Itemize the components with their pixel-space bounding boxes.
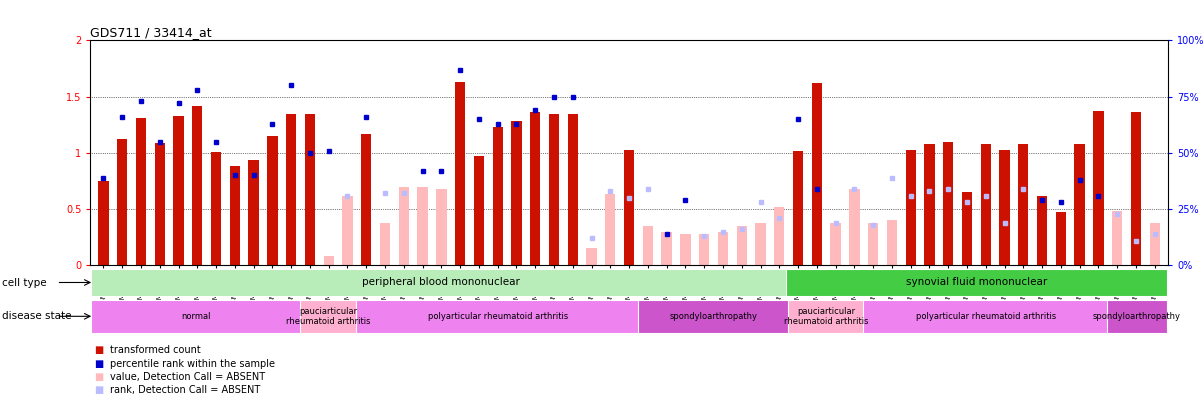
Bar: [586, 248, 597, 265]
Bar: [117, 139, 128, 265]
Bar: [305, 113, 315, 265]
Bar: [356, 300, 639, 333]
Bar: [267, 136, 278, 265]
Bar: [863, 300, 1109, 333]
Text: cell type: cell type: [2, 278, 47, 288]
Bar: [755, 223, 766, 265]
Bar: [1019, 144, 1028, 265]
Bar: [418, 187, 427, 265]
Bar: [92, 300, 301, 333]
Bar: [1106, 300, 1167, 333]
Bar: [1150, 223, 1159, 265]
Bar: [787, 300, 864, 333]
Bar: [793, 151, 803, 265]
Text: disease state: disease state: [2, 311, 72, 321]
Bar: [718, 232, 728, 265]
Text: pauciarticular
rheumatoid arthritis: pauciarticular rheumatoid arthritis: [784, 307, 868, 326]
Bar: [1093, 111, 1104, 265]
Bar: [774, 207, 785, 265]
Bar: [530, 113, 541, 265]
Bar: [999, 149, 1010, 265]
Text: ■: ■: [94, 345, 104, 355]
Bar: [661, 232, 672, 265]
Bar: [361, 134, 371, 265]
Bar: [905, 149, 916, 265]
Bar: [943, 142, 954, 265]
Bar: [230, 166, 240, 265]
Bar: [436, 189, 447, 265]
Bar: [399, 187, 409, 265]
Text: polyarticular rheumatoid arthritis: polyarticular rheumatoid arthritis: [916, 312, 1056, 321]
Text: ■: ■: [94, 386, 104, 395]
Bar: [1112, 211, 1122, 265]
Text: spondyloarthropathy: spondyloarthropathy: [1093, 312, 1181, 321]
Bar: [868, 223, 878, 265]
Bar: [136, 118, 146, 265]
Bar: [849, 189, 860, 265]
Bar: [512, 122, 521, 265]
Bar: [962, 192, 972, 265]
Text: ■: ■: [94, 359, 104, 369]
Bar: [173, 116, 184, 265]
Bar: [300, 300, 358, 333]
Bar: [154, 143, 165, 265]
Bar: [700, 234, 709, 265]
Text: polyarticular rheumatoid arthritis: polyarticular rheumatoid arthritis: [427, 312, 568, 321]
Text: GDS711 / 33414_at: GDS711 / 33414_at: [90, 26, 212, 39]
Bar: [324, 256, 334, 265]
Bar: [643, 226, 653, 265]
Text: peripheral blood mononuclear: peripheral blood mononuclear: [362, 277, 520, 288]
Text: spondyloarthropathy: spondyloarthropathy: [669, 312, 757, 321]
Bar: [492, 127, 503, 265]
Bar: [606, 194, 615, 265]
Bar: [1056, 213, 1066, 265]
Bar: [680, 234, 691, 265]
Bar: [1131, 113, 1141, 265]
Bar: [1074, 144, 1085, 265]
Bar: [925, 144, 934, 265]
Bar: [831, 223, 840, 265]
Bar: [193, 106, 202, 265]
Bar: [211, 152, 222, 265]
Bar: [380, 223, 390, 265]
Bar: [473, 156, 484, 265]
Bar: [549, 113, 559, 265]
Text: synovial fluid mononuclear: synovial fluid mononuclear: [905, 277, 1047, 288]
Bar: [99, 181, 108, 265]
Bar: [624, 149, 635, 265]
Bar: [567, 113, 578, 265]
Bar: [887, 220, 897, 265]
Bar: [1037, 196, 1047, 265]
Bar: [342, 196, 353, 265]
Bar: [92, 269, 791, 296]
Text: ■: ■: [94, 372, 104, 382]
Text: value, Detection Call = ABSENT: value, Detection Call = ABSENT: [110, 372, 265, 382]
Bar: [980, 144, 991, 265]
Text: pauciarticular
rheumatoid arthritis: pauciarticular rheumatoid arthritis: [287, 307, 371, 326]
Bar: [638, 300, 790, 333]
Bar: [786, 269, 1167, 296]
Text: transformed count: transformed count: [110, 345, 200, 355]
Bar: [287, 113, 296, 265]
Bar: [811, 83, 822, 265]
Text: rank, Detection Call = ABSENT: rank, Detection Call = ABSENT: [110, 386, 260, 395]
Text: normal: normal: [182, 312, 211, 321]
Text: percentile rank within the sample: percentile rank within the sample: [110, 359, 275, 369]
Bar: [248, 160, 259, 265]
Bar: [737, 226, 746, 265]
Bar: [455, 82, 465, 265]
